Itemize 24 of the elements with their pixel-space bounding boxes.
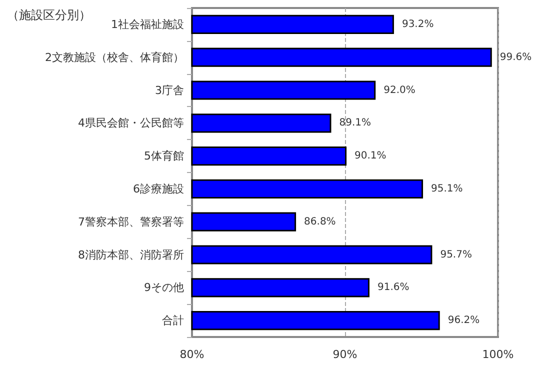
- text: （施設区分別）: [7, 8, 91, 22]
- y-tick-label: 6診療施設: [133, 182, 184, 196]
- y-tick-label: 5体育館: [144, 150, 184, 163]
- y-tick-label: 2文教施設（校舎、体育館）: [45, 50, 184, 64]
- y-tick-label: 合計: [162, 314, 184, 328]
- data-label: 95.7%: [440, 249, 472, 260]
- data-label: 91.6%: [377, 282, 410, 294]
- y-tick-label: 8消防本部、消防署所: [78, 248, 184, 262]
- data-label: 95.1%: [431, 183, 463, 194]
- data-label: 89.1%: [339, 118, 372, 129]
- y-tick-label: 1社会福祉施設: [111, 18, 184, 31]
- y-tick-label: 9その他: [144, 281, 184, 294]
- data-label: 99.6%: [500, 52, 532, 63]
- x-tick-label: 90%: [332, 348, 358, 361]
- x-tick-label: 100%: [482, 348, 514, 361]
- y-tick-label: 4県民会館・公民館等: [78, 116, 184, 130]
- y-tick-label: 7警察本部、警察署等: [78, 215, 184, 228]
- data-label: 86.8%: [304, 216, 336, 228]
- data-label: 96.2%: [448, 315, 480, 326]
- data-label: 93.2%: [402, 18, 434, 30]
- data-label: 92.0%: [384, 84, 416, 96]
- data-label: 90.1%: [354, 150, 386, 162]
- y-tick-label: 3庁舎: [155, 84, 184, 97]
- x-tick-label: 80%: [180, 348, 204, 361]
